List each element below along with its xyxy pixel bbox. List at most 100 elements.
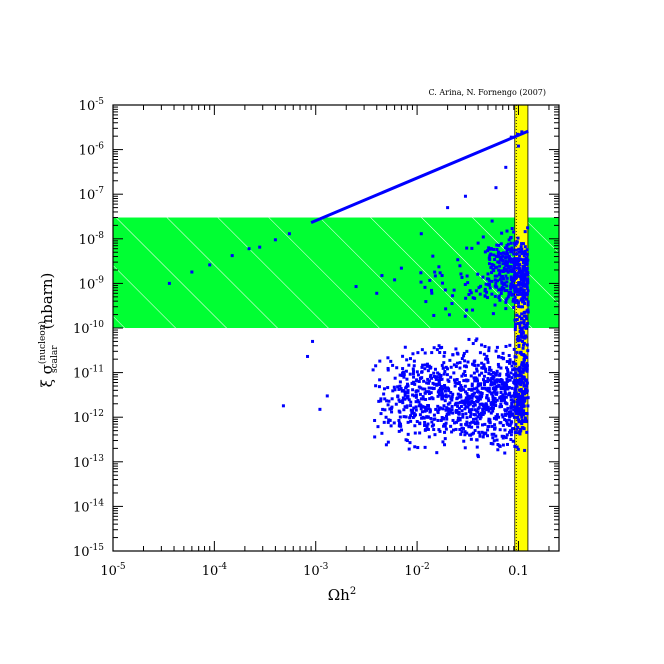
scatter-point <box>431 381 435 385</box>
scatter-point <box>422 379 426 383</box>
scatter-point <box>451 392 455 396</box>
scatter-point <box>504 274 508 278</box>
scatter-point <box>487 349 491 353</box>
scatter-point <box>513 430 517 434</box>
scatter-point <box>472 371 476 375</box>
scatter-point <box>523 416 527 420</box>
scatter-point <box>481 407 485 411</box>
scatter-point <box>515 400 519 404</box>
scatter-point <box>513 270 517 274</box>
scatter-point <box>515 272 519 276</box>
scatter-point <box>504 300 508 304</box>
scatter-point <box>438 429 442 433</box>
scatter-point <box>509 241 513 245</box>
scatter-point <box>429 416 433 420</box>
scatter-point <box>506 295 510 299</box>
scatter-point <box>520 407 524 411</box>
scatter-point <box>495 391 499 395</box>
scatter-point <box>489 380 493 384</box>
scatter-point <box>396 395 400 399</box>
scatter-point <box>504 269 508 273</box>
scatter-point <box>378 359 382 363</box>
scatter-point <box>418 431 422 435</box>
scatter-point <box>485 393 489 397</box>
scatter-point <box>388 418 392 422</box>
scatter-point <box>403 345 407 349</box>
scatter-point <box>501 443 505 447</box>
scatter-point <box>419 271 423 275</box>
scatter-point <box>393 376 397 380</box>
scatter-point <box>424 300 428 304</box>
scatter-point <box>473 387 477 391</box>
scatter-point <box>494 254 498 258</box>
scatter-point <box>521 397 525 401</box>
scatter-point <box>398 410 402 414</box>
scatter-point <box>421 395 425 399</box>
scatter-point <box>489 378 493 382</box>
scatter-point <box>473 403 477 407</box>
scatter-point <box>447 412 451 416</box>
scatter-point <box>499 399 503 403</box>
scatter-point <box>478 433 482 437</box>
scatter-point <box>447 394 451 398</box>
scatter-point <box>412 375 416 379</box>
scatter-point <box>465 420 469 424</box>
scatter-point <box>513 379 517 383</box>
scatter-point <box>483 250 487 254</box>
scatter-point <box>508 358 512 362</box>
scatter-point <box>509 433 513 437</box>
scatter-point <box>493 294 497 298</box>
scatter-point <box>465 416 469 420</box>
scatter-point <box>509 236 513 240</box>
scatter-point <box>508 412 512 416</box>
scatter-point <box>514 252 518 256</box>
scatter-point <box>466 281 470 285</box>
scatter-point <box>420 370 424 374</box>
scatter-point <box>493 303 497 307</box>
scatter-point <box>469 291 473 295</box>
scatter-point <box>508 361 512 365</box>
scatter-point <box>495 369 499 373</box>
scatter-point <box>503 381 507 385</box>
scatter-point <box>505 280 509 284</box>
scatter-point <box>483 344 487 348</box>
scatter-point <box>469 374 473 378</box>
scatter-point <box>491 406 495 410</box>
scatter-point <box>515 431 519 435</box>
scatter-point <box>477 286 481 290</box>
scatter-point <box>488 258 492 262</box>
scatter-point <box>499 274 503 278</box>
scatter-point <box>412 406 416 410</box>
scatter-point <box>480 371 484 375</box>
scatter-point <box>505 244 509 248</box>
scatter-point <box>398 384 402 388</box>
scatter-point <box>501 262 505 266</box>
scatter-point <box>463 400 467 404</box>
scatter-point <box>503 387 507 391</box>
scatter-point <box>492 247 496 251</box>
scatter-point <box>438 350 442 354</box>
scatter-point <box>498 298 502 302</box>
scatter-point <box>389 359 393 363</box>
scatter-point <box>433 367 437 371</box>
scatter-point <box>505 250 509 254</box>
scatter-point <box>499 366 503 370</box>
scatter-point <box>416 373 420 377</box>
scatter-point <box>510 270 514 274</box>
scatter-point <box>516 381 520 385</box>
scatter-point <box>461 412 465 416</box>
scatter-point <box>520 370 524 374</box>
scatter-point <box>521 258 525 262</box>
scatter-point <box>456 392 460 396</box>
scatter-point <box>502 286 506 290</box>
scatter-point <box>418 413 422 417</box>
scatter-point <box>516 132 520 136</box>
scatter-point <box>468 415 472 419</box>
scatter-point <box>519 321 523 325</box>
scatter-point <box>460 357 464 361</box>
scatter-point <box>443 351 447 355</box>
scatter-point <box>460 430 464 434</box>
scatter-point <box>509 275 513 279</box>
scatter-point <box>392 421 396 425</box>
scatter-point <box>432 413 436 417</box>
